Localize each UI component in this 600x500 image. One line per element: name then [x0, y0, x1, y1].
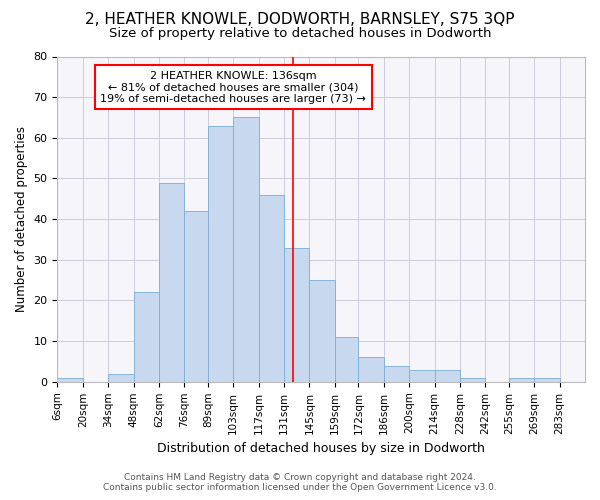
Bar — [358, 358, 384, 382]
Text: Size of property relative to detached houses in Dodworth: Size of property relative to detached ho… — [109, 28, 491, 40]
Bar — [259, 195, 284, 382]
Bar — [534, 378, 560, 382]
Bar — [58, 378, 83, 382]
Y-axis label: Number of detached properties: Number of detached properties — [15, 126, 28, 312]
Bar — [159, 182, 184, 382]
Bar — [108, 374, 134, 382]
Bar — [233, 118, 259, 382]
Bar — [460, 378, 485, 382]
Bar — [134, 292, 159, 382]
Bar — [284, 248, 310, 382]
Bar — [310, 280, 335, 382]
Bar — [184, 211, 208, 382]
Bar — [409, 370, 434, 382]
Bar — [335, 337, 358, 382]
Bar — [509, 378, 534, 382]
Text: 2 HEATHER KNOWLE: 136sqm
← 81% of detached houses are smaller (304)
19% of semi-: 2 HEATHER KNOWLE: 136sqm ← 81% of detach… — [100, 70, 366, 104]
Bar — [384, 366, 409, 382]
Text: Contains HM Land Registry data © Crown copyright and database right 2024.
Contai: Contains HM Land Registry data © Crown c… — [103, 473, 497, 492]
Text: 2, HEATHER KNOWLE, DODWORTH, BARNSLEY, S75 3QP: 2, HEATHER KNOWLE, DODWORTH, BARNSLEY, S… — [85, 12, 515, 28]
Bar — [208, 126, 233, 382]
Bar — [434, 370, 460, 382]
X-axis label: Distribution of detached houses by size in Dodworth: Distribution of detached houses by size … — [157, 442, 485, 455]
